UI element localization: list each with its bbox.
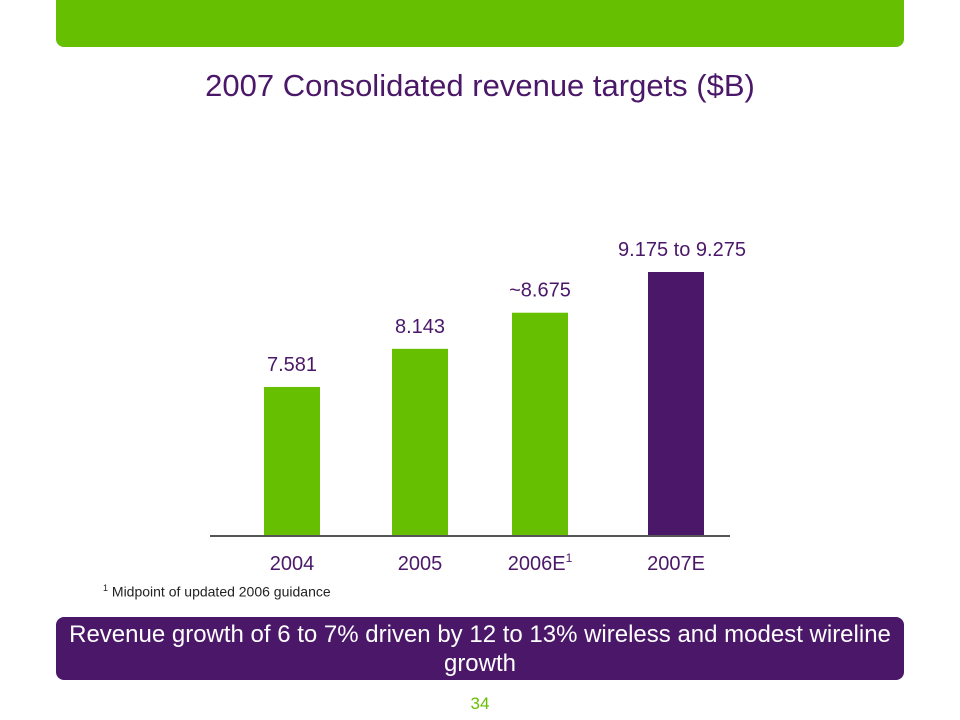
category-label-2007E: 2007E bbox=[647, 553, 705, 575]
footnote-marker: 1 bbox=[103, 583, 109, 593]
category-label-2004: 2004 bbox=[270, 553, 315, 575]
slide-title: 2007 Consolidated revenue targets ($B) bbox=[205, 68, 755, 103]
data-label-2007E: 9.175 to 9.275 bbox=[618, 239, 746, 261]
data-label-2006E: ~8.675 bbox=[509, 280, 571, 302]
summary-callout-text: Revenue growth of 6 to 7% driven by 12 t… bbox=[69, 620, 891, 677]
page-number: 34 bbox=[470, 694, 490, 713]
bar-2004 bbox=[264, 386, 320, 535]
footnote-text: Midpoint of updated 2006 guidance bbox=[111, 583, 331, 600]
category-label-2005: 2005 bbox=[398, 553, 443, 575]
bar-2006E bbox=[512, 312, 568, 535]
category-label-2006E: 2006E1 bbox=[508, 551, 573, 575]
top-accent-bar bbox=[56, 0, 904, 47]
bar-2007E bbox=[648, 272, 704, 535]
revenue-bar-chart: 7.581 2004 8.143 2005 ~8.675 2006E1 9.175 to 9… bbox=[210, 239, 746, 575]
category-superscript: 1 bbox=[566, 551, 573, 565]
data-label-2005: 8.143 bbox=[395, 316, 445, 338]
bar-2005 bbox=[392, 348, 448, 535]
data-label-2004: 7.581 bbox=[267, 354, 317, 376]
footnote: 1 Midpoint of updated 2006 guidance bbox=[103, 583, 331, 600]
summary-callout: Revenue growth of 6 to 7% driven by 12 t… bbox=[56, 617, 904, 680]
